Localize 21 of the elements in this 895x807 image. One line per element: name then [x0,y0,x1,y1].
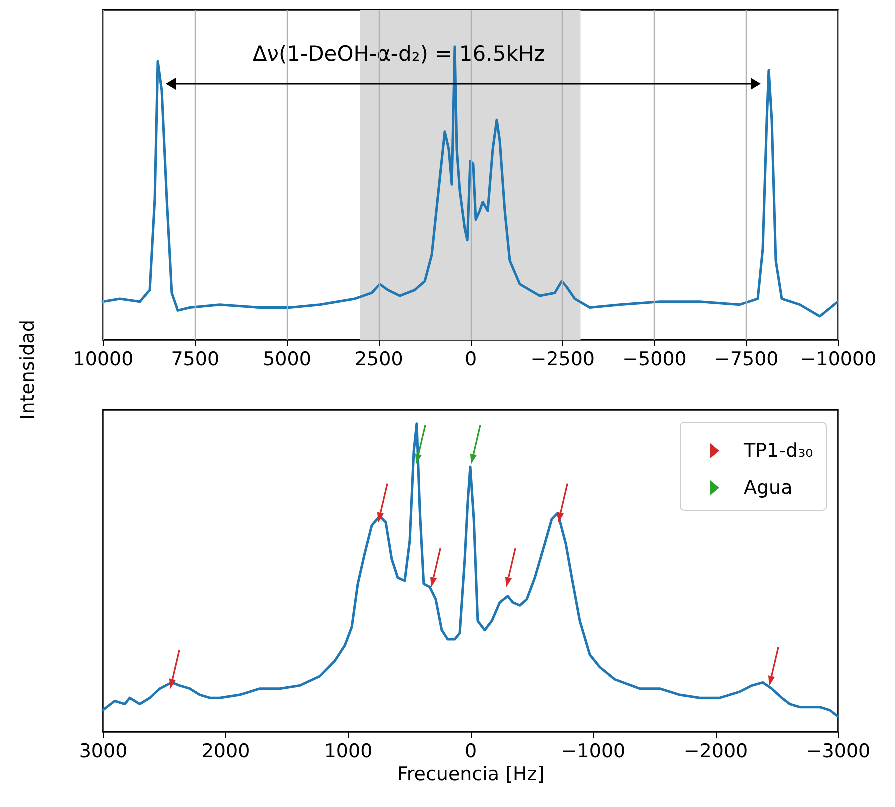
x-tick-label: 0 [464,740,478,762]
x-tick-label: 10000 [73,348,134,370]
legend-label: Agua [744,477,793,499]
x-tick-label: 3000 [79,740,128,762]
y-axis-title: Intensidad [17,320,39,420]
x-tick-label: 0 [464,348,478,370]
x-tick-label: −2000 [684,740,748,762]
x-tick-label: −10000 [800,348,877,370]
x-tick-label: 7500 [171,348,220,370]
annotation: Δν(1-DeOH-α-d₂) = 16.5kHz [252,42,546,66]
x-tick-label: 2500 [354,348,404,370]
x-axis-title: Frecuencia [Hz] [397,764,545,786]
x-tick-label: 1000 [324,740,373,762]
x-tick-label: −7500 [714,348,779,370]
x-tick-label: −3000 [806,740,871,762]
legend-label: TP1-d₃₀ [743,440,814,462]
x-tick-label: −5000 [622,348,687,370]
x-tick-label: 5000 [263,348,312,370]
x-tick-label: −2500 [530,348,596,370]
x-tick-label: 2000 [202,740,250,762]
x-tick-label: −1000 [561,740,626,762]
